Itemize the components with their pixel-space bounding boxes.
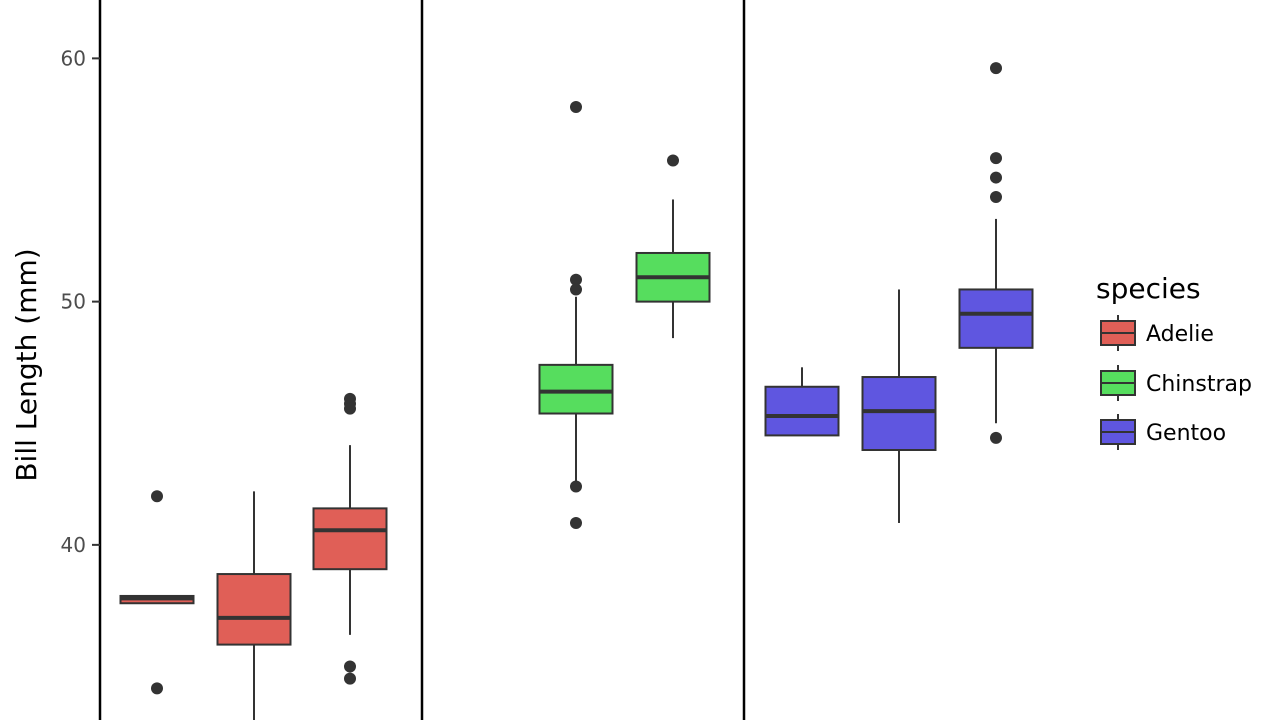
- outlier-point: [344, 672, 356, 685]
- panel-dividers: [98, 0, 746, 720]
- outlier-point: [990, 431, 1002, 444]
- box-chinstrap-2: [635, 154, 711, 339]
- outlier-point: [570, 516, 582, 529]
- outlier-point: [570, 273, 582, 286]
- outlier-point: [151, 682, 163, 695]
- box-body: [216, 573, 292, 646]
- outlier-point: [990, 62, 1002, 75]
- legend-label: Gentoo: [1146, 421, 1226, 446]
- legend-title: species: [1096, 272, 1201, 305]
- box-chinstrap-1: [538, 101, 614, 529]
- box-body: [538, 363, 614, 415]
- y-tick-label: 60: [61, 46, 86, 70]
- outlier-point: [990, 191, 1002, 204]
- outlier-point: [344, 402, 356, 415]
- box-gentoo-1: [764, 367, 840, 437]
- box-adelie-2: [216, 491, 292, 720]
- outlier-point: [151, 490, 163, 503]
- box-body: [312, 507, 388, 571]
- y-axis-title: Bill Length (mm): [10, 248, 43, 481]
- box-adelie-1: [119, 490, 195, 695]
- legend-key-adelie: [1100, 315, 1136, 351]
- legend-key-chinstrap: [1100, 365, 1136, 401]
- outlier-point: [990, 171, 1002, 184]
- legend-label: Chinstrap: [1146, 372, 1252, 397]
- legend-label: Adelie: [1146, 322, 1214, 347]
- box-adelie-3: [312, 392, 388, 685]
- legend-key-gentoo: [1100, 414, 1136, 450]
- y-axis: 40 50 60: [61, 46, 100, 557]
- outlier-point: [570, 480, 582, 493]
- box-gentoo-2: [861, 289, 937, 523]
- outlier-point: [570, 101, 582, 114]
- boxes: [119, 62, 1034, 720]
- legend: species Adelie Chinstrap Gentoo: [1096, 272, 1252, 450]
- box-body: [764, 385, 840, 437]
- outlier-point: [570, 283, 582, 296]
- y-tick-label: 50: [61, 290, 86, 314]
- box-body: [861, 376, 937, 452]
- y-tick-label: 40: [61, 533, 86, 557]
- outlier-point: [667, 154, 679, 167]
- outlier-point: [344, 660, 356, 673]
- outlier-point: [990, 152, 1002, 165]
- box-body: [958, 288, 1034, 349]
- box-gentoo-3: [958, 62, 1034, 444]
